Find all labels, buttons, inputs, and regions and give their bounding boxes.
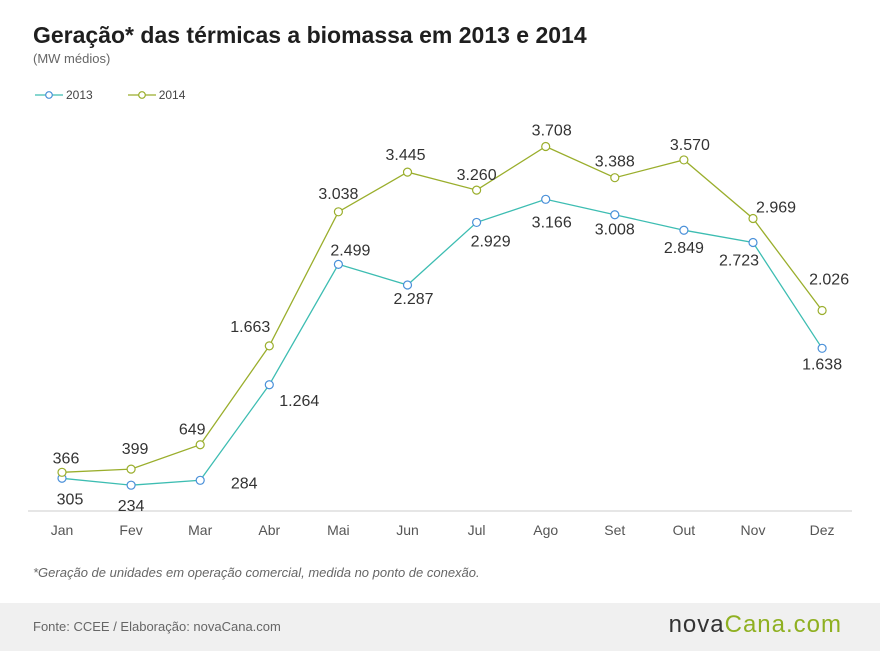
x-tick-label-dez: Dez	[810, 522, 835, 538]
data-point-2013-abr	[264, 380, 274, 390]
data-point-2013-set	[610, 210, 620, 220]
footer: Fonte: CCEE / Elaboração: novaCana.com n…	[0, 603, 880, 651]
data-point-2013-out	[679, 225, 689, 235]
data-point-2014-jun	[402, 167, 413, 177]
legend-item-2014: 2014	[127, 88, 186, 102]
chart-title: Geração* das térmicas a biomassa em 2013…	[33, 22, 587, 48]
data-point-2014-out	[679, 155, 689, 165]
chart-subtitle: (MW médios)	[33, 51, 111, 66]
data-label-2014-nov: 2.969	[756, 200, 796, 217]
legend-item-2013: 2013	[34, 88, 93, 102]
data-label-2013-mai: 2.499	[330, 242, 370, 259]
data-label-2014-mai: 3.038	[318, 186, 358, 203]
data-label-2014-fev: 399	[122, 441, 149, 458]
data-label-2013-ago: 3.166	[532, 214, 572, 231]
x-tick-label-mar: Mar	[188, 522, 212, 538]
x-tick-label-out: Out	[673, 522, 696, 538]
x-tick-label-mai: Mai	[327, 522, 350, 538]
legend: 2013 2014	[34, 88, 185, 102]
series-line-2013	[61, 198, 823, 486]
brand-logo: novaCana.com	[669, 611, 842, 639]
data-label-2014-jul: 3.260	[457, 167, 497, 184]
brand-part-1: nova	[668, 611, 725, 638]
data-label-2013-set: 3.008	[595, 222, 635, 239]
x-tick-label-jul: Jul	[468, 522, 486, 538]
legend-label-2014: 2014	[158, 88, 186, 102]
data-label-2013-dez: 1.638	[802, 356, 842, 373]
footnote: *Geração de unidades em operação comerci…	[33, 565, 480, 580]
data-point-2014-abr	[264, 341, 274, 351]
brand-part-2: Cana.com	[724, 611, 842, 638]
data-point-2014-fev	[126, 464, 136, 474]
data-point-2013-jun	[402, 280, 413, 290]
data-point-2013-mai	[333, 259, 343, 269]
line-chart: Jan Fev Mar Abr Mai Jun Jul Ago Set Out Nov Dez 305 2…	[28, 122, 852, 538]
data-label-2013-fev: 234	[118, 498, 145, 515]
data-point-2013-fev	[126, 480, 136, 490]
legend-label-2013: 2013	[66, 88, 93, 102]
data-label-2013-jul: 2.929	[471, 233, 511, 250]
x-tick-label-set: Set	[604, 522, 625, 538]
data-point-2014-mai	[333, 207, 343, 217]
data-label-2014-set: 3.388	[595, 154, 635, 171]
data-point-2014-dez	[817, 305, 827, 316]
series-line-2014	[61, 145, 823, 473]
data-point-2013-jul	[472, 217, 482, 228]
data-label-2014-dez: 2.026	[809, 271, 849, 288]
x-tick-label-jun: Jun	[396, 522, 419, 538]
data-label-2013-jun: 2.287	[393, 291, 433, 308]
x-tick-label-nov: Nov	[741, 522, 766, 538]
data-point-2013-mar	[195, 475, 205, 485]
data-label-2014-abr: 1.663	[230, 319, 270, 336]
data-label-2013-abr: 1.264	[279, 393, 319, 410]
data-label-2014-ago: 3.708	[532, 122, 572, 139]
data-label-2014-jun: 3.445	[385, 147, 425, 164]
data-point-2014-set	[610, 173, 620, 183]
x-tick-label-fev: Fev	[119, 522, 142, 538]
data-point-2013-dez	[817, 343, 827, 353]
x-tick-label-jan: Jan	[51, 522, 74, 538]
data-label-2014-mar: 649	[179, 422, 206, 439]
data-label-2013-out: 2.849	[664, 240, 704, 257]
data-point-2013-nov	[748, 237, 758, 248]
source-text: Fonte: CCEE / Elaboração: novaCana.com	[33, 619, 281, 634]
data-point-2013-ago	[541, 194, 551, 204]
legend-marker-2014-icon	[127, 91, 156, 99]
data-point-2014-ago	[541, 141, 551, 152]
data-point-2014-mar	[195, 440, 205, 450]
x-tick-label-ago: Ago	[533, 522, 558, 538]
data-point-2014-jan	[57, 467, 67, 477]
data-label-2014-jan: 366	[53, 450, 80, 467]
data-point-2014-nov	[748, 213, 758, 224]
data-point-2014-jul	[472, 185, 482, 195]
data-label-2013-nov: 2.723	[719, 253, 759, 270]
data-label-2014-out: 3.570	[670, 137, 710, 154]
data-label-2013-mar: 284	[231, 475, 258, 492]
data-label-2013-jan: 305	[57, 491, 84, 508]
x-tick-label-abr: Abr	[258, 522, 280, 538]
legend-marker-2013-icon	[35, 91, 63, 99]
